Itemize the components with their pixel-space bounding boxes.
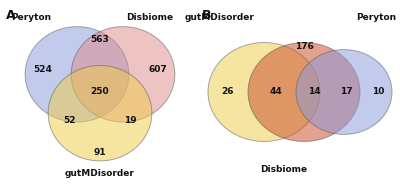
Text: 10: 10: [372, 88, 384, 96]
Text: 14: 14: [308, 88, 320, 96]
Text: Peryton: Peryton: [356, 13, 396, 22]
Ellipse shape: [25, 27, 129, 122]
Text: 176: 176: [294, 42, 314, 51]
Text: gutMDisorder: gutMDisorder: [185, 13, 255, 22]
Text: 524: 524: [33, 65, 52, 74]
Text: 44: 44: [270, 88, 282, 96]
Text: 91: 91: [94, 148, 106, 157]
Text: 250: 250: [91, 88, 109, 96]
Ellipse shape: [71, 27, 175, 122]
Text: 563: 563: [91, 35, 109, 43]
Text: gutMDisorder: gutMDisorder: [65, 169, 135, 178]
Text: Disbiome: Disbiome: [260, 165, 308, 174]
Text: Peryton: Peryton: [11, 13, 51, 22]
Text: 17: 17: [340, 88, 352, 96]
Ellipse shape: [296, 50, 392, 134]
Text: 26: 26: [222, 88, 234, 96]
Text: 607: 607: [148, 65, 167, 74]
Text: 19: 19: [124, 116, 137, 125]
Text: Disbiome: Disbiome: [126, 13, 174, 22]
Text: A: A: [6, 9, 16, 22]
Ellipse shape: [48, 66, 152, 161]
Ellipse shape: [248, 43, 360, 141]
Text: 52: 52: [63, 116, 76, 125]
Text: B: B: [202, 9, 212, 22]
Ellipse shape: [208, 43, 320, 141]
